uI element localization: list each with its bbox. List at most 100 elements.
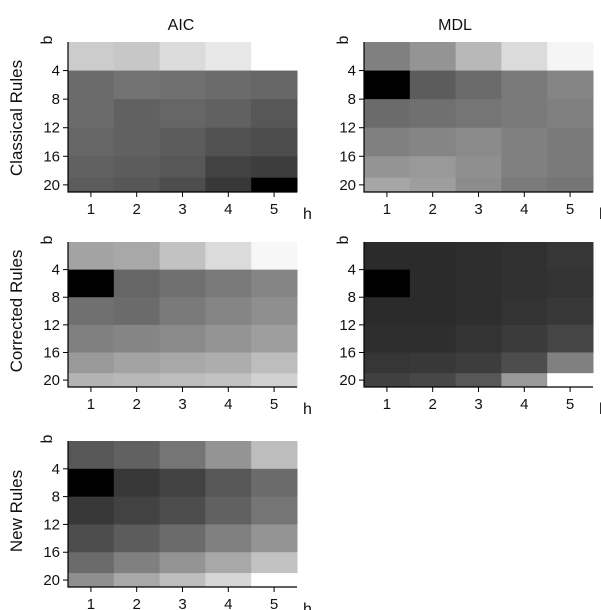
heatmap-cell [501, 270, 547, 298]
heatmap-cell [410, 373, 456, 387]
heatmap-cell [251, 497, 297, 525]
heatmap-cell [547, 71, 593, 100]
heatmap-cell [205, 352, 251, 373]
x-tick-label: 3 [178, 201, 186, 218]
heatmap-cell [160, 128, 206, 157]
heatmap-cell [251, 178, 297, 193]
heatmap-cell [205, 441, 251, 469]
heatmap-cell [456, 242, 502, 270]
heatmap-panels: 4812162012345hb4812162012345hb4812162012… [39, 35, 601, 610]
heatmap-panel: 4812162012345hb [39, 434, 312, 610]
heatmap-cell [160, 441, 206, 469]
heatmap-cell [501, 178, 547, 193]
heatmap-cell [114, 297, 160, 325]
y-axis-label: b [39, 235, 56, 244]
heatmap-cell [160, 297, 206, 325]
heatmap-cell [160, 178, 206, 193]
heatmap-cell [68, 128, 114, 157]
x-tick-label: 4 [224, 201, 232, 218]
heatmap-cell [456, 352, 502, 373]
y-tick-label: 8 [52, 91, 60, 108]
heatmap-cell [251, 524, 297, 552]
y-tick-label: 4 [52, 262, 60, 279]
y-tick-label: 20 [339, 177, 356, 194]
row-label-corrected-rules: Corrected Rules [7, 250, 26, 373]
heatmap-cell [68, 373, 114, 387]
heatmap-cell [410, 156, 456, 178]
y-axis-label: b [335, 235, 352, 244]
heatmap-cell [251, 373, 297, 387]
y-tick-label: 4 [348, 63, 356, 80]
heatmap-cell [205, 71, 251, 100]
x-axis-label: h [303, 401, 312, 418]
heatmap-cell [410, 178, 456, 193]
heatmap-cell [160, 242, 206, 270]
x-tick-label: 5 [566, 396, 574, 413]
heatmap-cell [160, 497, 206, 525]
heatmap-cell [501, 42, 547, 71]
y-tick-label: 4 [52, 63, 60, 80]
y-tick-label: 4 [348, 262, 356, 279]
heatmap-cell [205, 552, 251, 573]
y-tick-label: 8 [52, 289, 60, 306]
heatmap-cell [68, 156, 114, 178]
y-tick-label: 12 [43, 317, 60, 334]
heatmap-cell [160, 71, 206, 100]
heatmap-cell [205, 297, 251, 325]
heatmap-cell [364, 42, 410, 71]
heatmap-cell [501, 297, 547, 325]
y-axis-label: b [335, 35, 352, 44]
heatmap-panel: 4812162012345hb [335, 235, 601, 418]
heatmap-cell [251, 270, 297, 298]
heatmap-cell [68, 552, 114, 573]
heatmap-cell [547, 128, 593, 157]
x-tick-label: 3 [474, 396, 482, 413]
heatmap-cell [410, 99, 456, 128]
x-tick-label: 3 [474, 201, 482, 218]
heatmap-cell [68, 242, 114, 270]
y-tick-label: 16 [339, 148, 356, 165]
x-tick-label: 5 [566, 201, 574, 218]
heatmap-cell [205, 42, 251, 71]
heatmap-cell [547, 352, 593, 373]
column-title-mdl: MDL [438, 17, 472, 34]
x-tick-label: 3 [178, 596, 186, 610]
heatmap-cell [205, 99, 251, 128]
heatmap-cell [205, 156, 251, 178]
heatmap-cell [68, 573, 114, 587]
x-tick-label: 1 [383, 201, 391, 218]
heatmap-cell [547, 178, 593, 193]
heatmap-cell [114, 469, 160, 497]
heatmap-cell [364, 156, 410, 178]
heatmap-cell [251, 573, 297, 587]
heatmap-cell [114, 373, 160, 387]
heatmap-cell [364, 297, 410, 325]
heatmap-cell [114, 352, 160, 373]
x-tick-label: 4 [224, 396, 232, 413]
heatmap-cell [410, 325, 456, 353]
heatmap-cell [68, 524, 114, 552]
heatmap-cell [114, 42, 160, 71]
heatmap-cell [501, 128, 547, 157]
heatmap-cell [410, 352, 456, 373]
heatmap-cell [251, 42, 297, 71]
heatmap-cell [68, 297, 114, 325]
heatmap-cell [160, 469, 206, 497]
heatmap-cell [410, 297, 456, 325]
column-title-aic: AIC [168, 17, 195, 34]
y-tick-label: 20 [339, 372, 356, 389]
heatmap-cell [410, 270, 456, 298]
heatmap-cell [251, 99, 297, 128]
y-tick-label: 20 [43, 372, 60, 389]
heatmap-cell [456, 270, 502, 298]
heatmap-cell [410, 242, 456, 270]
x-tick-label: 5 [270, 396, 278, 413]
heatmap-cell [205, 524, 251, 552]
heatmap-cell [364, 178, 410, 193]
heatmap-cell [160, 573, 206, 587]
heatmap-cell [205, 128, 251, 157]
x-tick-label: 1 [87, 396, 95, 413]
